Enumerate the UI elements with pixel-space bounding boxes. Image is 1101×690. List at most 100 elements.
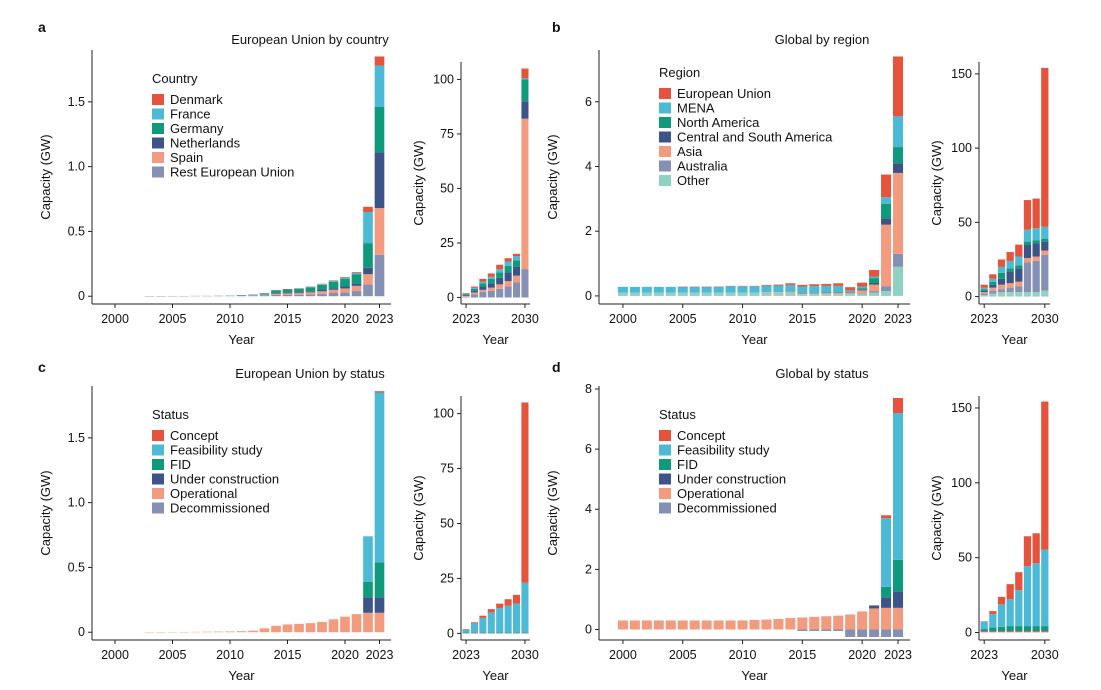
bar-segment-north-america-2022 xyxy=(881,203,892,219)
bar-segment-other-2014 xyxy=(785,292,796,296)
bar-segment-spain-2013 xyxy=(259,294,270,296)
bar-segment-fid-2024 xyxy=(470,632,478,633)
panel-title: European Union by status xyxy=(235,366,385,381)
bar-segment-under-construction-2023 xyxy=(980,630,988,632)
bar-segment-north-america-2030 xyxy=(1041,238,1049,242)
bar-segment-asia-2019 xyxy=(845,292,856,295)
bar-segment-asia-2015 xyxy=(797,293,808,295)
x-tick-label: 2000 xyxy=(609,648,637,662)
bar-segment-central-and-south-america-2027 xyxy=(1015,268,1023,282)
bar-segment-netherlands-2015 xyxy=(282,292,293,294)
bar-segment-asia-2013 xyxy=(773,292,784,293)
y-axis-label: Capacity (GW) xyxy=(929,140,944,225)
legend-swatch-north-america xyxy=(659,117,671,128)
y-tick-label: 50 xyxy=(958,215,972,229)
x-tick-label: 2020 xyxy=(848,312,876,326)
bar-segment-european-union-2023 xyxy=(893,56,904,117)
legend-label: Central and South America xyxy=(677,130,833,145)
bar-segment-fid-2024 xyxy=(989,627,997,631)
bar-segment-other-2000 xyxy=(617,292,628,296)
legend-swatch-operational xyxy=(659,488,671,499)
bar-segment-france-2027 xyxy=(496,269,504,273)
bar-segment-central-and-south-america-2023 xyxy=(980,290,988,293)
x-axis-label: Year xyxy=(228,668,255,683)
bar-segment-feasibility-study-2025 xyxy=(997,604,1006,627)
legend-swatch-under-construction xyxy=(659,473,671,485)
bar-segment-feasibility-study-2025 xyxy=(479,617,487,633)
legend-label: Feasibility study xyxy=(170,443,263,458)
bar-segment-denmark-2024 xyxy=(470,286,478,288)
bar-segment-netherlands-2022 xyxy=(363,267,373,275)
legend-swatch-denmark xyxy=(152,94,164,105)
bar-segment-operational-2010 xyxy=(737,620,748,630)
bar-segment-mena-2008 xyxy=(713,286,724,293)
bar-segment-asia-2012 xyxy=(761,292,772,293)
bar-segment-mena-2010 xyxy=(737,286,748,293)
bar-segment-asia-2028 xyxy=(1023,257,1032,263)
bar-segment-spain-2014 xyxy=(271,293,281,295)
bar-segment-operational-2008 xyxy=(202,631,212,633)
bar-segment-under-construction-2022 xyxy=(881,597,892,608)
x-axis-label: Year xyxy=(482,668,509,683)
bar-segment-decommissioned-2021 xyxy=(869,629,880,637)
bar-segment-operational-2028 xyxy=(1023,631,1032,633)
x-axis-label: Year xyxy=(228,332,255,347)
bar-segment-mena-2026 xyxy=(1006,260,1014,269)
bar-segment-operational-2022 xyxy=(363,612,373,633)
bar-segment-central-and-south-america-2023 xyxy=(893,163,904,173)
chart-a-main: 0 0.5 1.0 1.5 2000 2005 2010 2015 2020 2023 Year Ca… xyxy=(38,19,393,347)
x-tick-label: 2015 xyxy=(788,312,816,326)
bar-segment-operational-2015 xyxy=(797,617,808,630)
y-tick-label: 0 xyxy=(447,290,454,304)
y-tick-label: 6 xyxy=(585,442,592,456)
bar-segment-under-construction-2029 xyxy=(1032,630,1040,632)
bar-segment-decommissioned-2022 xyxy=(881,629,892,637)
legend-label: Decommissioned xyxy=(170,501,270,516)
bar-segment-mena-2023 xyxy=(893,116,904,148)
bar-segment-under-construction-2022 xyxy=(363,597,373,613)
bars-c-main xyxy=(144,391,385,633)
bars-a-inset xyxy=(462,68,529,298)
x-tick-label: 2010 xyxy=(729,648,757,662)
legend-swatch-asia xyxy=(659,146,671,157)
bar-segment-fid-2027 xyxy=(1015,626,1023,631)
x-tick-label: 2030 xyxy=(511,648,539,662)
bar-segment-mena-2027 xyxy=(1015,256,1023,266)
legend-label: Feasibility study xyxy=(677,443,770,458)
bar-segment-european-union-2022 xyxy=(881,174,892,198)
bar-segment-rest-european-union-2012 xyxy=(248,295,258,297)
y-tick-label: 150 xyxy=(951,401,972,415)
bar-segment-operational-2023 xyxy=(893,607,904,630)
legend-swatch-operational xyxy=(152,488,164,499)
bar-segment-north-america-2025 xyxy=(997,272,1006,279)
bar-segment-netherlands-2029 xyxy=(513,266,521,276)
bar-segment-other-2029 xyxy=(1032,292,1040,297)
bar-segment-fid-2029 xyxy=(1032,626,1040,631)
bar-segment-feasibility-study-2022 xyxy=(363,536,373,582)
bar-segment-asia-2023 xyxy=(893,172,904,254)
bar-segment-north-america-2018 xyxy=(833,292,844,293)
y-tick-label: 100 xyxy=(433,407,454,421)
bar-segment-fid-2029 xyxy=(513,632,521,633)
bar-segment-fid-2023 xyxy=(893,559,904,592)
bar-segment-european-union-2018 xyxy=(833,283,844,286)
x-axis-label: Year xyxy=(741,332,768,347)
bar-segment-operational-2001 xyxy=(629,620,640,630)
bar-segment-under-construction-2024 xyxy=(989,630,997,632)
bar-segment-mena-2007 xyxy=(701,286,712,293)
bar-segment-australia-2025 xyxy=(997,289,1006,293)
x-tick-label: 2000 xyxy=(101,648,129,662)
bar-segment-denmark-2029 xyxy=(513,253,521,257)
y-tick-label: 100 xyxy=(951,141,972,155)
bars-b-main xyxy=(617,56,904,296)
bar-segment-spain-2020 xyxy=(340,288,350,293)
bar-segment-rest-european-union-2010 xyxy=(225,295,235,297)
bar-segment-germany-2025 xyxy=(479,283,487,287)
bar-segment-spain-2019 xyxy=(328,289,339,293)
x-tick-label: 2015 xyxy=(788,648,816,662)
y-tick-label: 50 xyxy=(440,181,454,195)
bar-segment-other-2013 xyxy=(773,292,784,296)
bar-segment-fid-2026 xyxy=(487,632,495,633)
